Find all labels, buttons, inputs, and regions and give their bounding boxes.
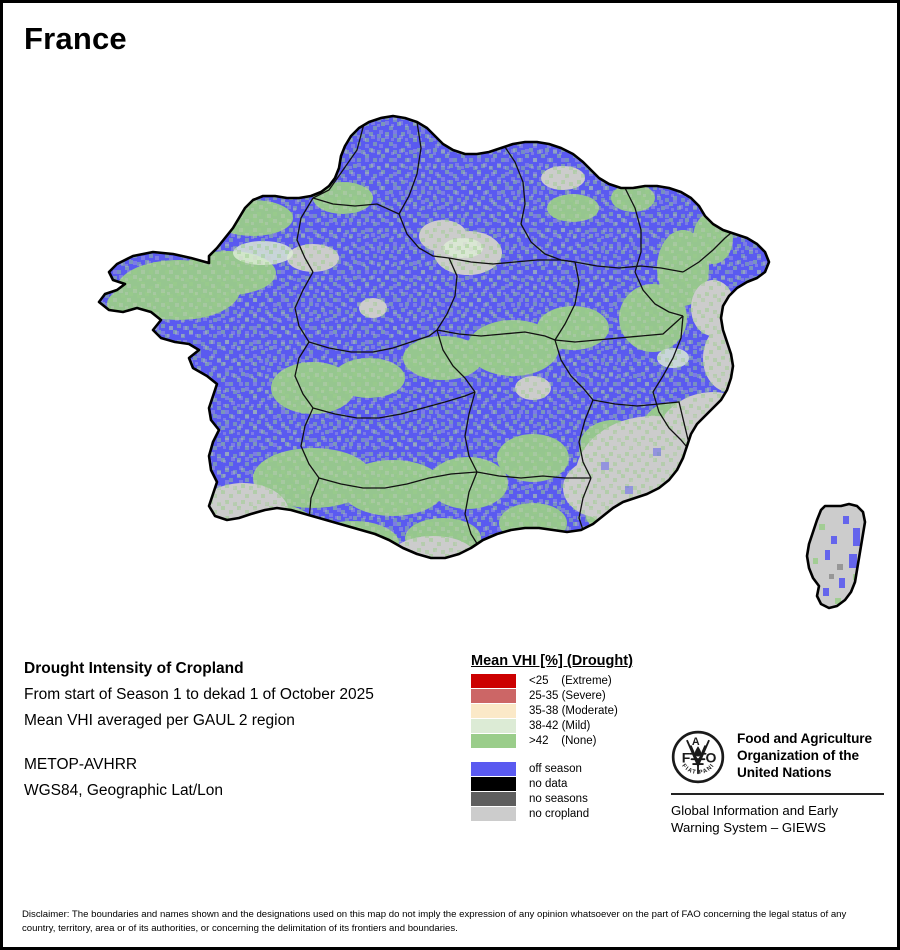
- legend-row-mild[interactable]: 38-42 (Mild): [471, 718, 671, 733]
- description-spacer: [24, 734, 454, 752]
- page-title: France: [24, 21, 127, 56]
- legend-row-severe[interactable]: 25-35 (Severe): [471, 688, 671, 703]
- legend-swatch-no-cropland: [471, 806, 516, 821]
- description-sensor: METOP-AVHRR: [24, 756, 138, 773]
- mainland-france-region[interactable]: [93, 108, 793, 587]
- corsica-border: [805, 502, 867, 610]
- legend-label-off-season: off season: [529, 762, 582, 775]
- giews-line2: Warning System – GIEWS: [671, 820, 826, 835]
- description-period: From start of Season 1 to dekad 1 of Oct…: [24, 686, 374, 703]
- legend-swatch-none: [471, 733, 516, 748]
- legend-row-extreme[interactable]: <25 (Extreme): [471, 673, 671, 688]
- legend-label-moderate: 35-38 (Moderate): [529, 704, 618, 717]
- fao-name-line3: United Nations: [737, 765, 832, 780]
- description-heading: Drought Intensity of Cropland: [24, 660, 244, 677]
- france-border: [97, 114, 771, 560]
- description-projection: WGS84, Geographic Lat/Lon: [24, 782, 224, 799]
- legend-swatch-off-season: [471, 761, 516, 776]
- fao-organization-name: Food and Agriculture Organization of the…: [737, 730, 872, 781]
- legend-row-no-cropland[interactable]: no cropland: [471, 806, 671, 821]
- svg-text:A: A: [692, 736, 700, 748]
- legend-swatch-mild: [471, 718, 516, 733]
- svg-text:O: O: [706, 749, 717, 765]
- legend-row-no-data[interactable]: no data: [471, 776, 671, 791]
- fao-divider: [671, 793, 884, 795]
- svg-text:F: F: [682, 749, 691, 765]
- legend-label-extreme: <25 (Extreme): [529, 674, 612, 687]
- legend-row-none[interactable]: >42 (None): [471, 733, 671, 748]
- fao-name-line1: Food and Agriculture: [737, 731, 872, 746]
- legend-label-mild: 38-42 (Mild): [529, 719, 591, 732]
- legend-swatch-severe: [471, 688, 516, 703]
- corsica-region[interactable]: [803, 498, 873, 618]
- legend-label-none: >42 (None): [529, 734, 597, 747]
- fao-logo-icon: F A O FIAT PANIS: [671, 730, 725, 784]
- legend-swatch-no-seasons: [471, 791, 516, 806]
- map-description: Drought Intensity of Cropland From start…: [24, 656, 454, 804]
- legend-row-no-seasons[interactable]: no seasons: [471, 791, 671, 806]
- giews-label: Global Information and Early Warning Sys…: [671, 802, 886, 836]
- fao-branding: F A O FIAT PANIS Food and Agriculture Or…: [671, 730, 886, 836]
- map-canvas[interactable]: [13, 58, 893, 638]
- legend-label-severe: 25-35 (Severe): [529, 689, 606, 702]
- legend-label-no-seasons: no seasons: [529, 792, 588, 805]
- map-legend: Mean VHI [%] (Drought) <25 (Extreme) 25-…: [471, 653, 671, 821]
- legend-gap: [471, 748, 671, 761]
- legend-swatch-no-data: [471, 776, 516, 791]
- legend-row-off-season[interactable]: off season: [471, 761, 671, 776]
- legend-title: Mean VHI [%] (Drought): [471, 653, 633, 669]
- disclaimer-text: Disclaimer: The boundaries and names sho…: [22, 909, 847, 934]
- giews-line1: Global Information and Early: [671, 803, 839, 818]
- legend-swatch-extreme: [471, 673, 516, 688]
- france-map-svg: [93, 108, 873, 618]
- fao-name-line2: Organization of the: [737, 748, 859, 763]
- legend-row-moderate[interactable]: 35-38 (Moderate): [471, 703, 671, 718]
- description-aggregation: Mean VHI averaged per GAUL 2 region: [24, 712, 295, 729]
- legend-label-no-data: no data: [529, 777, 568, 790]
- legend-label-no-cropland: no cropland: [529, 807, 590, 820]
- legend-swatch-moderate: [471, 703, 516, 718]
